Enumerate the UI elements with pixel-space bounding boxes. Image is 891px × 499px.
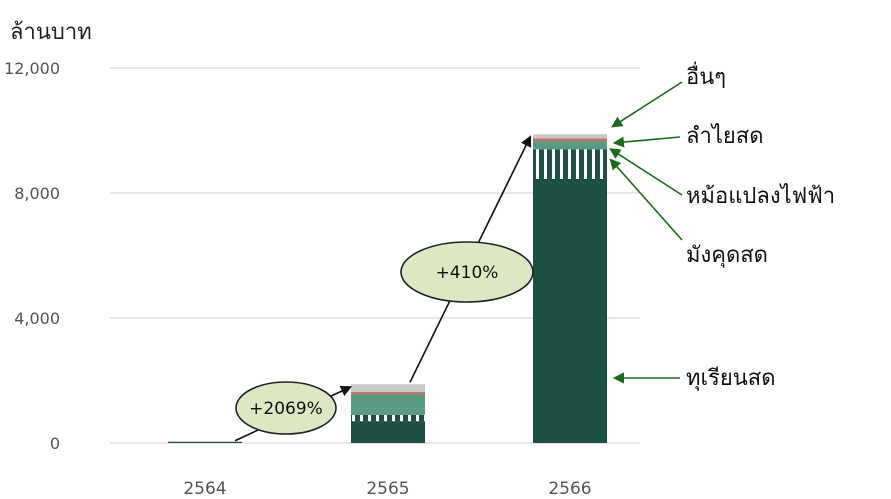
x-tick-label: 2565	[366, 479, 409, 499]
legend-label: หม้อแปลงไฟฟ้า	[686, 183, 835, 209]
bar-segment-2565-4	[351, 384, 425, 393]
legend-arrow-4	[611, 81, 683, 128]
legend: ทุเรียนสด มังคุดสด หม้อแปลงไฟฟ้า ลำไยสด อื่น…	[609, 61, 835, 391]
x-tick-label: 2564	[183, 479, 226, 499]
growth-annotations: +2069% +410%	[234, 135, 534, 442]
bar-segment-2566-3	[533, 138, 607, 142]
y-axis-ticks: 0 4,000 8,000 12,000	[4, 59, 60, 453]
bars	[168, 134, 607, 443]
bar-segment-2565-3	[351, 392, 425, 395]
legend-arrow-3	[612, 136, 681, 148]
legend-arrow-1	[609, 158, 683, 241]
legend-label: อื่นๆ	[686, 61, 726, 90]
x-axis-ticks: 2564 2565 2566	[183, 479, 591, 499]
bar-segment-2566-4	[533, 134, 607, 139]
legend-label: ทุเรียนสด	[686, 366, 775, 391]
growth-bubble-1	[400, 241, 534, 303]
y-tick-label: 4,000	[14, 309, 60, 328]
y-tick-label: 0	[50, 434, 60, 453]
growth-label: +2069%	[249, 399, 323, 419]
bar-segment-2565-1	[351, 414, 425, 422]
y-axis-unit-label: ล้านบาท	[10, 20, 92, 45]
x-tick-label: 2566	[548, 479, 591, 499]
bar-segment-2564-0	[168, 441, 242, 443]
legend-label: ลำไยสด	[686, 123, 764, 149]
growth-bubble-0	[235, 381, 337, 435]
legend-arrow-2	[609, 148, 683, 196]
y-tick-label: 8,000	[14, 184, 60, 203]
bar-segment-2565-2	[351, 394, 425, 415]
growth-label: +410%	[436, 263, 499, 283]
y-tick-label: 12,000	[4, 59, 60, 78]
bar-segment-2565-0	[351, 421, 425, 443]
bar-segment-2566-0	[533, 178, 607, 443]
bar-segment-2566-2	[533, 141, 607, 150]
bar-segment-2566-1	[533, 149, 607, 179]
legend-label: มังคุดสด	[686, 243, 768, 268]
